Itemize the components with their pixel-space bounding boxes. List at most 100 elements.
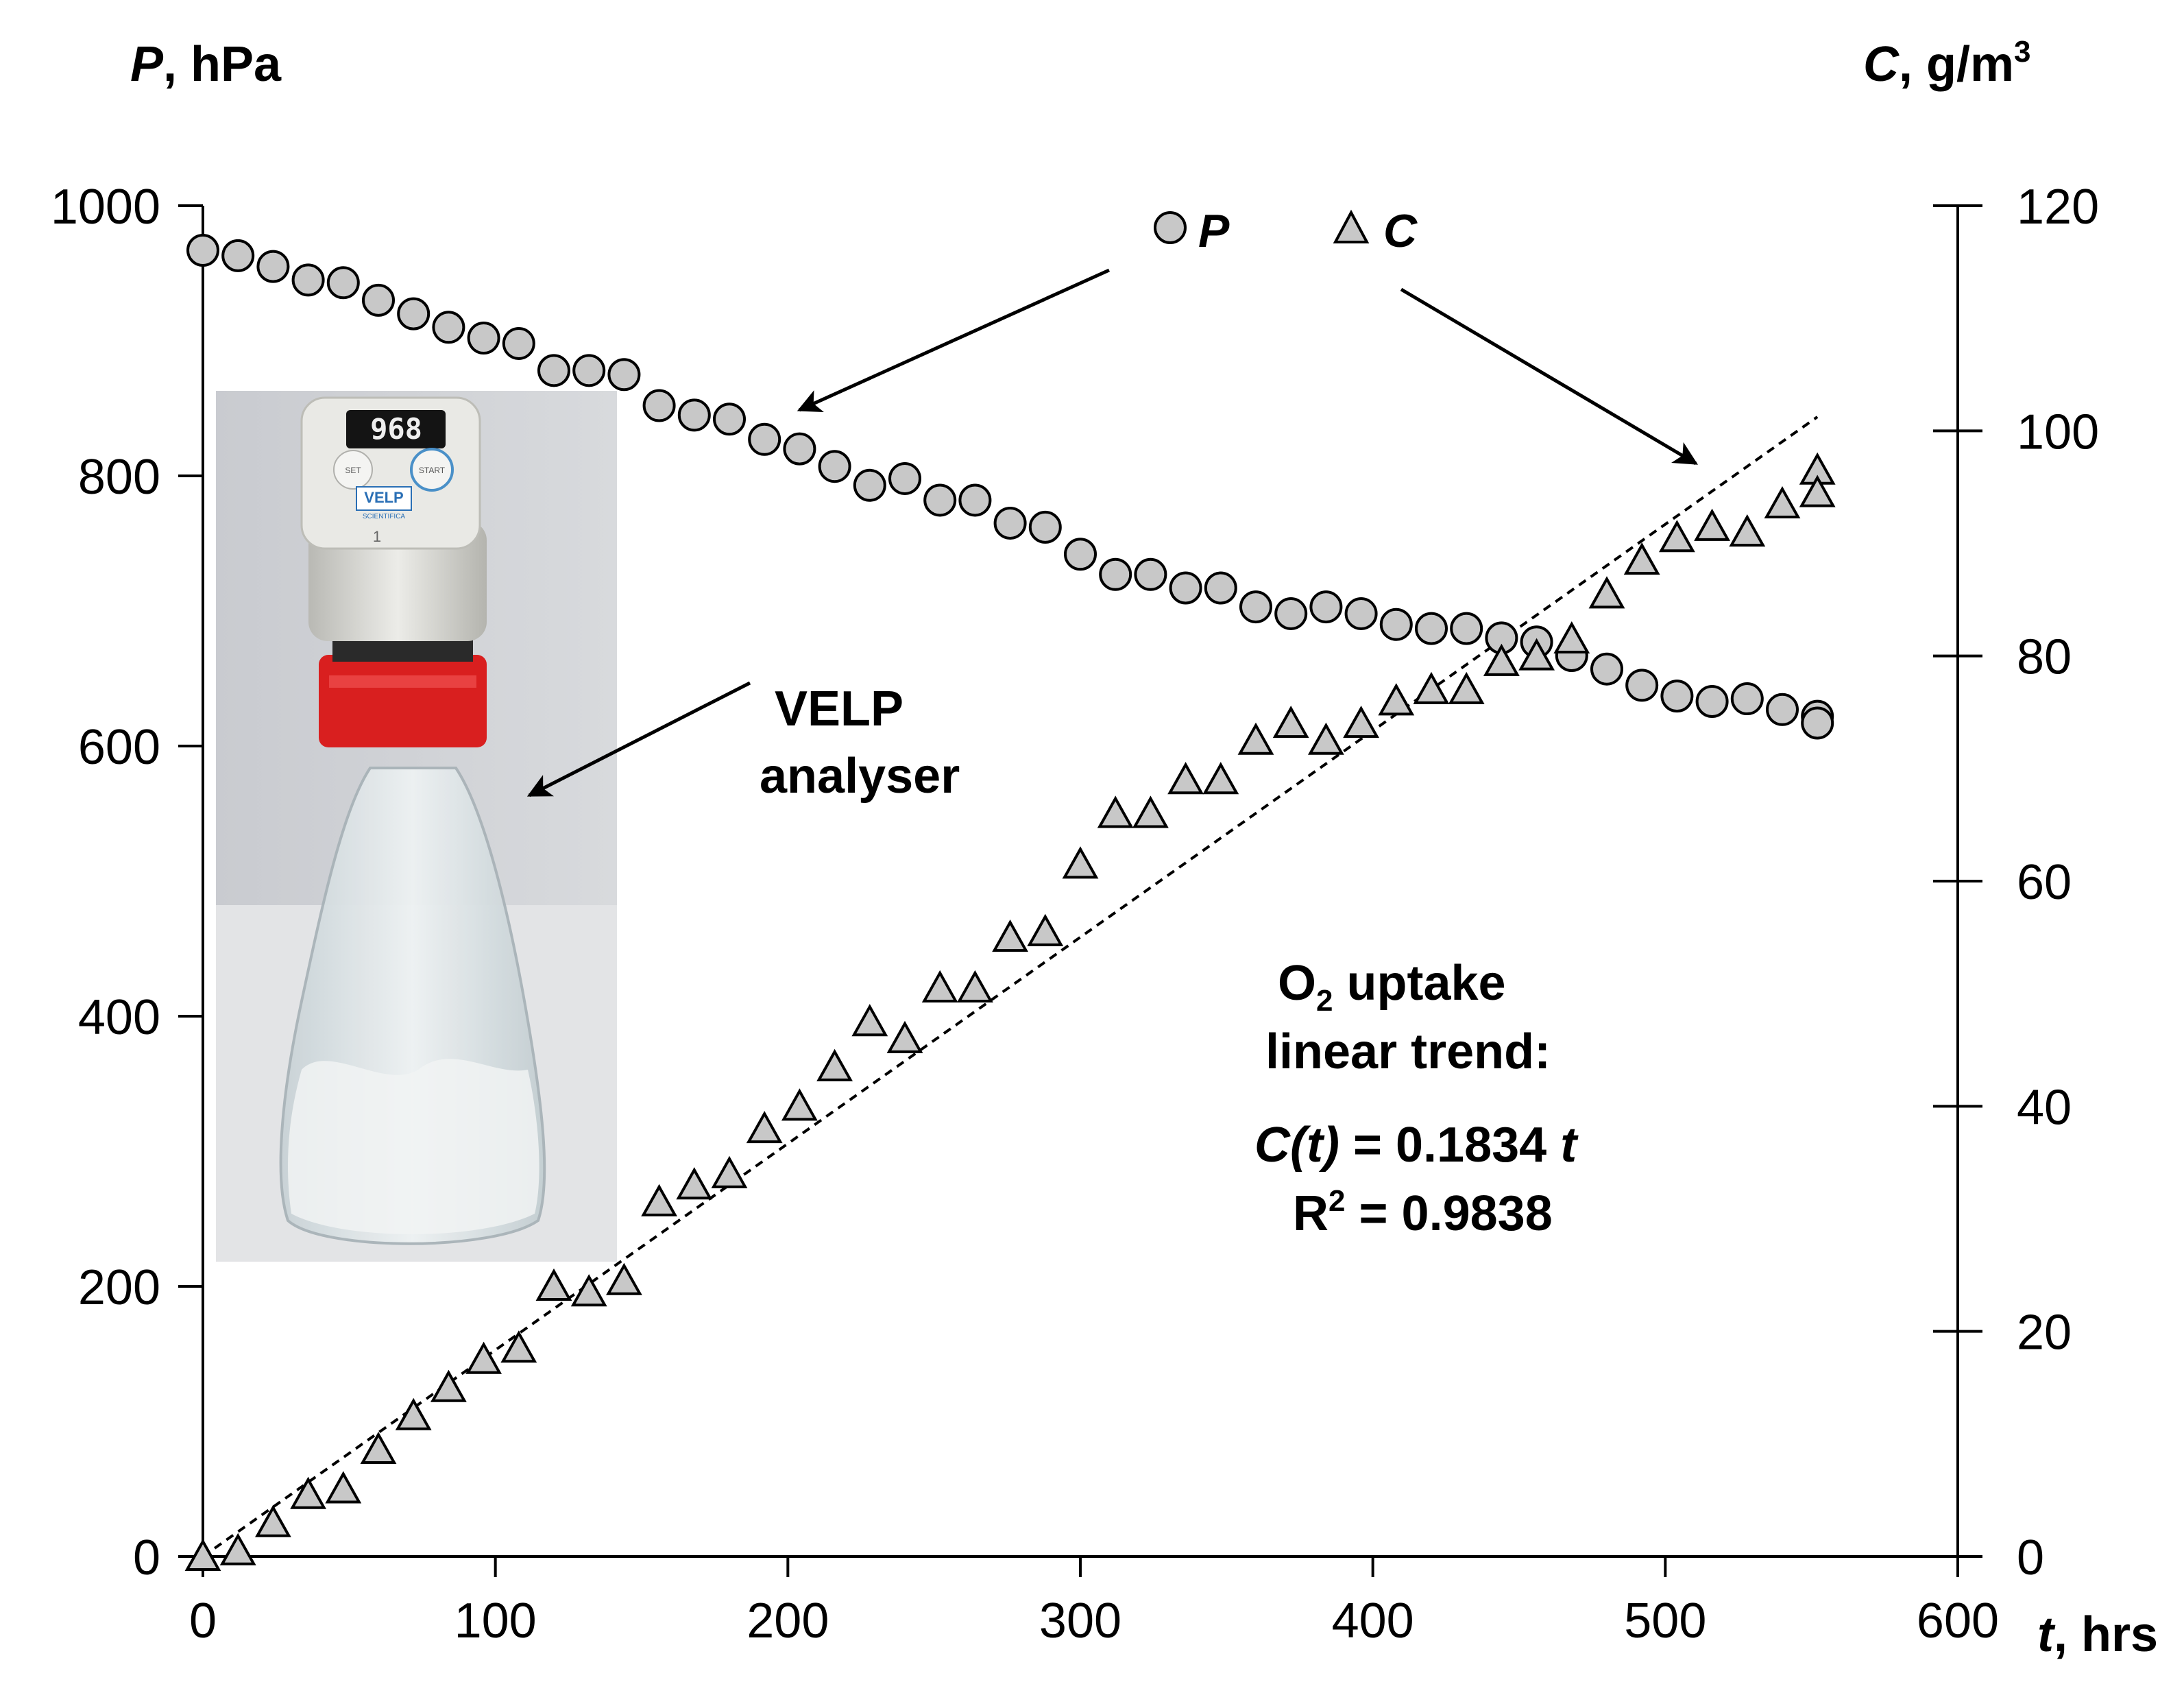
- c-point: [921, 970, 958, 1002]
- p-point: [397, 297, 430, 331]
- c-point: [1764, 485, 1801, 519]
- c-point: [956, 970, 993, 1002]
- sensor-display-value: 968: [370, 412, 422, 446]
- p-point: [502, 326, 535, 360]
- c-point: [746, 1111, 783, 1144]
- c-point: [1413, 671, 1450, 704]
- sensor-unit-number: 1: [373, 528, 381, 545]
- c-point: [1202, 762, 1239, 795]
- series-c: [184, 452, 1836, 1571]
- r-squared: R2 = 0.9838: [1293, 1184, 1553, 1241]
- p-point: [888, 461, 921, 495]
- p-point: [221, 239, 255, 272]
- velp-logo-box: [356, 486, 412, 511]
- velp-logo-sub: SCIENTIFICA: [363, 513, 406, 520]
- legend-c-marker: [1333, 209, 1370, 243]
- p-point: [291, 263, 325, 297]
- x-axis-var: t: [2037, 1607, 2056, 1662]
- c-point: [1097, 795, 1134, 828]
- p-point: [1028, 510, 1062, 544]
- o2-subscript: 2: [1316, 984, 1333, 1018]
- c-point: [360, 1431, 397, 1465]
- series-p: [186, 234, 1834, 740]
- c-point: [781, 1088, 818, 1121]
- left-axis-title: P, hPa: [130, 37, 282, 92]
- p-point: [1730, 682, 1764, 716]
- r-squared-sup: 2: [1328, 1184, 1345, 1218]
- p-point: [256, 250, 290, 283]
- sensor-start-button: [410, 448, 454, 492]
- r-squared-body: = 0.9838: [1345, 1186, 1552, 1241]
- x-axis-title: t, hrs: [2037, 1607, 2158, 1662]
- trend-line: [202, 416, 1819, 1558]
- c-point: [1307, 722, 1344, 755]
- sensor-head-lower: [308, 521, 487, 641]
- p-point: [642, 389, 676, 422]
- right-axis-title: C, g/m3: [1863, 35, 2031, 92]
- x-tick-label: 200: [747, 1594, 829, 1648]
- c-point: [1623, 542, 1660, 575]
- arrow-to-p-series: [797, 268, 1111, 412]
- p-point: [1169, 571, 1202, 605]
- c-point: [1483, 643, 1520, 676]
- p-point: [993, 506, 1027, 540]
- right-axis-var: C: [1863, 37, 1900, 92]
- p-point: [783, 432, 816, 466]
- c-point: [254, 1504, 291, 1537]
- c-point: [184, 1538, 221, 1571]
- c-point: [711, 1155, 748, 1188]
- legend-p-marker: [1154, 211, 1187, 244]
- c-point: [500, 1330, 537, 1363]
- p-point: [1274, 597, 1308, 630]
- c-point: [430, 1369, 467, 1402]
- c-point: [1729, 514, 1766, 547]
- y-right-ticks: 0 20 40 60 80 100 120: [1933, 180, 2099, 1585]
- c-point: [570, 1274, 607, 1307]
- y-left-tick-label: 1000: [51, 180, 160, 235]
- trend-equation: C(t) = 0.1834 t: [1254, 1118, 1579, 1173]
- x-tick-label: 400: [1332, 1594, 1414, 1648]
- y-right-tick-label: 0: [2017, 1530, 2044, 1585]
- o2-uptake-label: O2 uptake: [1278, 956, 1506, 1018]
- y-left-ticks: 0 200 400 600 800 1000: [51, 180, 203, 1585]
- velp-label-line1: VELP: [775, 682, 903, 736]
- p-point: [677, 398, 711, 432]
- flask-red-cap-highlight: [329, 675, 476, 688]
- left-axis-unit: , hPa: [163, 37, 282, 92]
- c-point: [1167, 762, 1204, 795]
- p-point: [1625, 669, 1659, 702]
- legend-p-label: P: [1198, 205, 1230, 257]
- x-tick-label: 0: [189, 1594, 217, 1648]
- x-tick-label: 600: [1917, 1594, 1999, 1648]
- trend-equation-ct: C(t): [1254, 1118, 1339, 1173]
- c-point: [1237, 722, 1274, 755]
- p-point: [607, 358, 641, 392]
- p-point: [1239, 590, 1272, 624]
- right-axis-unit: , g/m: [1899, 37, 2014, 92]
- flask-red-cap: [319, 655, 487, 747]
- axes: 0 100 200 300 400 500 600 0 200 400 600 800 1000 0 2…: [51, 180, 2099, 1648]
- velp-analyser-photo: 968 SET START VELP SCIENTIFICA 1: [216, 391, 617, 1262]
- c-point: [1518, 638, 1555, 671]
- c-point: [851, 1004, 888, 1037]
- p-point: [1134, 557, 1167, 591]
- p-point: [958, 483, 992, 517]
- p-point: [748, 422, 781, 456]
- c-point: [1658, 520, 1695, 553]
- flask-plastic-content: [288, 1059, 539, 1234]
- velp-label-line2: analyser: [760, 749, 960, 804]
- c-point: [1553, 621, 1590, 654]
- arrow-to-c-series: [1400, 287, 1699, 466]
- c-point: [535, 1268, 572, 1301]
- c-point: [1799, 474, 1836, 507]
- p-point: [1766, 693, 1799, 726]
- y-left-tick-label: 0: [133, 1530, 160, 1585]
- c-point: [1062, 846, 1099, 879]
- y-right-tick-label: 20: [2017, 1306, 2072, 1360]
- p-point: [1379, 608, 1413, 641]
- p-point: [432, 311, 465, 344]
- p-point: [1695, 684, 1729, 718]
- p-point: [1064, 538, 1097, 571]
- c-point: [1694, 508, 1731, 541]
- c-point: [465, 1341, 502, 1374]
